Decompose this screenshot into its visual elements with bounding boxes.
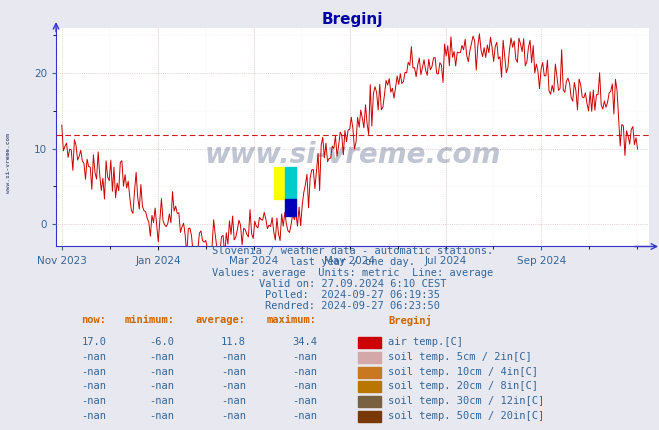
Text: -nan: -nan bbox=[221, 396, 246, 406]
Text: average:: average: bbox=[196, 316, 246, 326]
Text: -nan: -nan bbox=[150, 411, 175, 421]
Text: Slovenia / weather data - automatic stations.: Slovenia / weather data - automatic stat… bbox=[212, 246, 493, 256]
Text: -nan: -nan bbox=[292, 411, 317, 421]
Text: soil temp. 30cm / 12in[C]: soil temp. 30cm / 12in[C] bbox=[388, 396, 544, 406]
Text: -nan: -nan bbox=[292, 381, 317, 391]
Text: -nan: -nan bbox=[292, 352, 317, 362]
Text: -nan: -nan bbox=[82, 352, 107, 362]
Bar bbox=[358, 367, 381, 378]
Text: soil temp. 10cm / 4in[C]: soil temp. 10cm / 4in[C] bbox=[388, 367, 538, 377]
Bar bbox=[358, 411, 381, 422]
Text: minimum:: minimum: bbox=[125, 316, 175, 326]
Text: -nan: -nan bbox=[221, 411, 246, 421]
Bar bbox=[273, 167, 285, 199]
Text: -nan: -nan bbox=[82, 367, 107, 377]
Bar bbox=[358, 337, 381, 348]
Bar bbox=[285, 167, 295, 199]
Text: Breginj: Breginj bbox=[388, 316, 432, 326]
Text: 11.8: 11.8 bbox=[221, 337, 246, 347]
Text: -nan: -nan bbox=[150, 396, 175, 406]
Text: Valid on: 27.09.2024 6:10 CEST: Valid on: 27.09.2024 6:10 CEST bbox=[259, 279, 446, 289]
Text: soil temp. 20cm / 8in[C]: soil temp. 20cm / 8in[C] bbox=[388, 381, 538, 391]
Text: soil temp. 5cm / 2in[C]: soil temp. 5cm / 2in[C] bbox=[388, 352, 532, 362]
Text: maximum:: maximum: bbox=[267, 316, 317, 326]
Text: -nan: -nan bbox=[221, 381, 246, 391]
Text: last year / one day.: last year / one day. bbox=[290, 258, 415, 267]
Text: www.si-vreme.com: www.si-vreme.com bbox=[204, 141, 501, 169]
Title: Breginj: Breginj bbox=[322, 12, 384, 27]
Bar bbox=[358, 352, 381, 363]
Text: Polled:  2024-09-27 06:19:35: Polled: 2024-09-27 06:19:35 bbox=[265, 290, 440, 300]
Text: -6.0: -6.0 bbox=[150, 337, 175, 347]
Text: www.si-vreme.com: www.si-vreme.com bbox=[6, 133, 11, 194]
Bar bbox=[285, 199, 295, 216]
Text: 17.0: 17.0 bbox=[82, 337, 107, 347]
Text: Rendred: 2024-09-27 06:23:50: Rendred: 2024-09-27 06:23:50 bbox=[265, 301, 440, 311]
Text: -nan: -nan bbox=[82, 381, 107, 391]
Text: -nan: -nan bbox=[292, 367, 317, 377]
Text: -nan: -nan bbox=[292, 396, 317, 406]
Text: -nan: -nan bbox=[221, 352, 246, 362]
Bar bbox=[358, 381, 381, 393]
Text: now:: now: bbox=[82, 316, 107, 326]
Text: -nan: -nan bbox=[82, 396, 107, 406]
Text: -nan: -nan bbox=[150, 352, 175, 362]
Text: Values: average  Units: metric  Line: average: Values: average Units: metric Line: aver… bbox=[212, 268, 493, 278]
Text: -nan: -nan bbox=[82, 411, 107, 421]
Text: -nan: -nan bbox=[150, 367, 175, 377]
Text: -nan: -nan bbox=[150, 381, 175, 391]
Text: soil temp. 50cm / 20in[C]: soil temp. 50cm / 20in[C] bbox=[388, 411, 544, 421]
Bar bbox=[358, 396, 381, 407]
Text: 34.4: 34.4 bbox=[292, 337, 317, 347]
Text: air temp.[C]: air temp.[C] bbox=[388, 337, 463, 347]
Text: -nan: -nan bbox=[221, 367, 246, 377]
